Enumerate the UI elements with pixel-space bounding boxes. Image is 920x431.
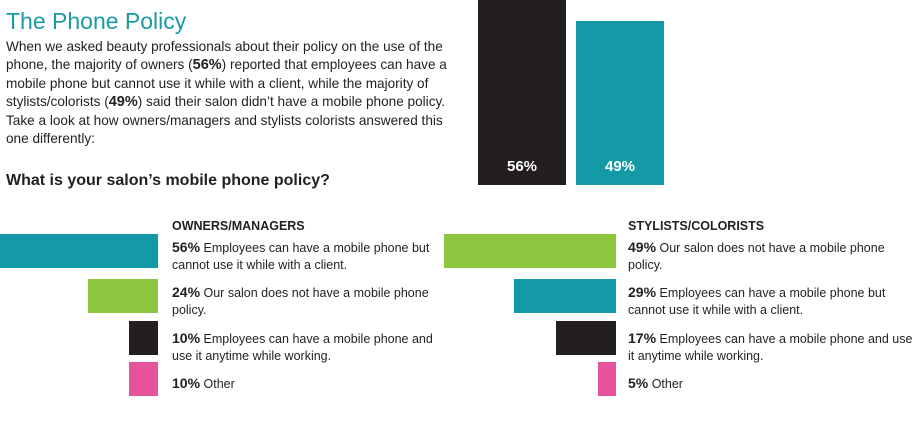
stylists-item-label: Other xyxy=(648,377,683,391)
intro-text-3: ) said their salon didn’t have a mobile … xyxy=(6,94,446,147)
top-bar-2 xyxy=(576,20,664,185)
stylists-item-label: Employees can have a mobile phone but ca… xyxy=(628,286,886,317)
owners-item-pct: 10% xyxy=(172,330,201,346)
stylists-bar-4 xyxy=(598,362,616,396)
stylists-item-4: 5% Other xyxy=(628,375,920,393)
stylists-heading: STYLISTS/COLORISTS xyxy=(628,219,765,233)
owners-bar-2 xyxy=(87,279,158,313)
owners-bar-4 xyxy=(128,362,158,396)
top-bar-1 xyxy=(478,0,566,185)
stylists-item-1: 49% Our salon does not have a mobile pho… xyxy=(628,239,920,274)
intro-stylists-pct: 49% xyxy=(108,94,138,111)
stylists-bar-1 xyxy=(443,234,616,268)
owners-item-pct: 10% xyxy=(172,375,201,391)
owners-bar-3 xyxy=(128,321,158,355)
intro-owners-pct: 56% xyxy=(192,57,222,74)
stylists-item-3: 17% Employees can have a mobile phone an… xyxy=(628,330,920,365)
stylists-bar-3 xyxy=(556,321,616,355)
top-bar-label-2: 49% xyxy=(604,158,636,175)
owners-item-pct: 56% xyxy=(172,239,201,255)
owners-item-1: 56% Employees can have a mobile phone bu… xyxy=(172,239,434,274)
question-heading: What is your salon’s mobile phone policy… xyxy=(6,172,330,189)
stylists-item-label: Employees can have a mobile phone and us… xyxy=(628,332,913,363)
owners-item-2: 24% Our salon does not have a mobile pho… xyxy=(172,284,434,319)
stylists-item-2: 29% Employees can have a mobile phone bu… xyxy=(628,284,920,319)
intro-text-2: ) reported that employees can have a mob… xyxy=(6,57,447,110)
owners-item-label: Our salon does not have a mobile phone p… xyxy=(172,286,429,317)
top-bar-label-1: 56% xyxy=(506,158,538,175)
owners-item-3: 10% Employees can have a mobile phone an… xyxy=(172,330,434,365)
page-title: The Phone Policy xyxy=(6,8,187,34)
owners-heading: OWNERS/MANAGERS xyxy=(172,219,305,233)
owners-item-pct: 24% xyxy=(172,284,201,300)
stylists-bar-2 xyxy=(513,279,616,313)
owners-item-label: Employees can have a mobile phone and us… xyxy=(172,332,433,363)
stylists-item-pct: 29% xyxy=(628,284,657,300)
owners-bar-1 xyxy=(0,234,158,268)
owners-item-label: Other xyxy=(200,377,235,391)
owners-item-label: Employees can have a mobile phone but ca… xyxy=(172,241,430,272)
stylists-item-pct: 49% xyxy=(628,239,657,255)
stylists-item-pct: 17% xyxy=(628,330,657,346)
intro-text-1: When we asked beauty professionals about… xyxy=(6,39,443,73)
intro-paragraph: When we asked beauty professionals about… xyxy=(6,38,466,148)
owners-item-4: 10% Other xyxy=(172,375,434,393)
stylists-item-label: Our salon does not have a mobile phone p… xyxy=(628,241,885,272)
stylists-item-pct: 5% xyxy=(628,375,649,391)
